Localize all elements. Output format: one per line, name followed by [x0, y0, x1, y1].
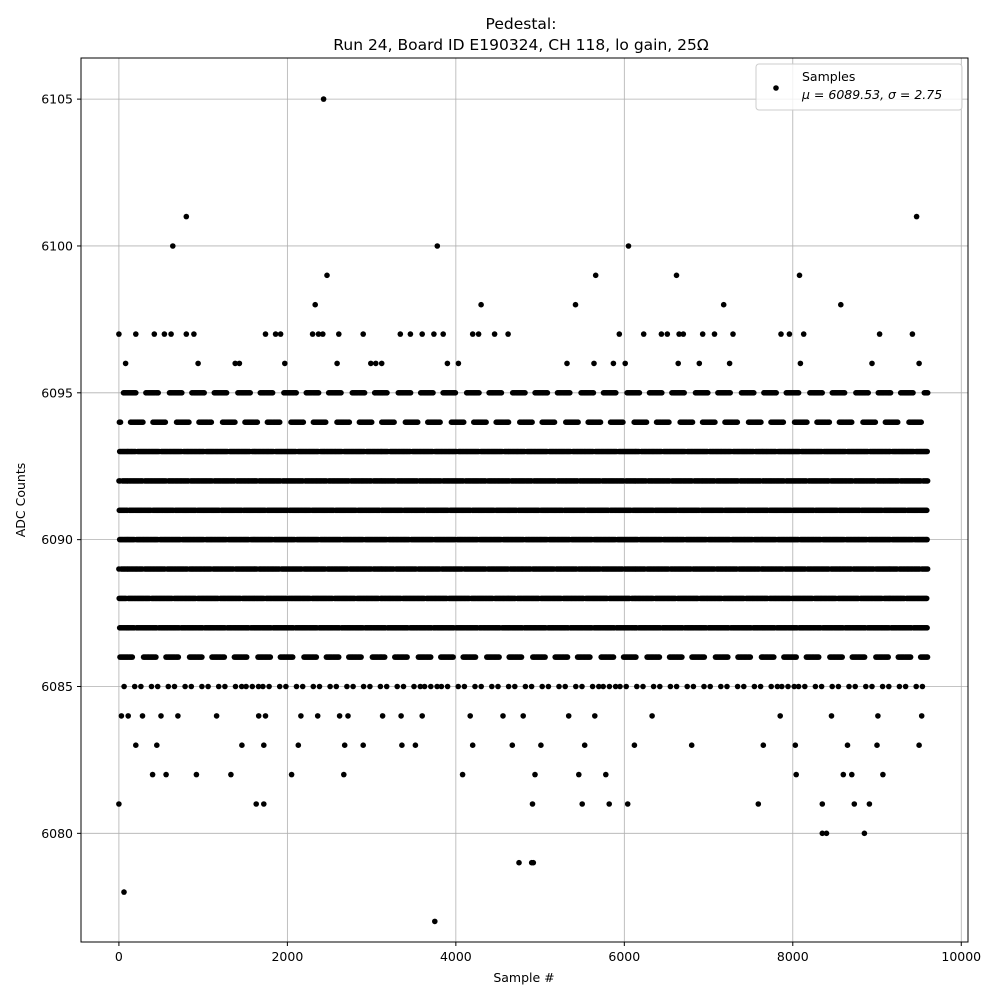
scatter-point: [907, 654, 914, 660]
scatter-point: [496, 654, 502, 660]
scatter-point: [381, 654, 388, 660]
scatter-point: [924, 625, 930, 631]
scatter-point: [633, 654, 639, 660]
scatter-point: [861, 654, 868, 660]
scatter-point: [587, 654, 593, 660]
chart-title-line-2: Run 24, Board ID E190324, CH 118, lo gai…: [333, 36, 709, 54]
scatter-point: [885, 654, 891, 660]
scatter-point: [129, 654, 136, 660]
scatter-point: [679, 654, 685, 660]
scatter-point: [450, 654, 456, 660]
scatter-point: [656, 654, 663, 660]
scatter-point: [542, 654, 548, 660]
scatter-point: [404, 654, 410, 660]
scatter-point: [199, 654, 205, 660]
scatter-point: [815, 654, 822, 660]
scatter-point: [289, 654, 296, 660]
scatter-point: [313, 654, 320, 660]
scatter-point: [923, 595, 930, 602]
scatter-point: [221, 654, 228, 660]
scatter-point: [924, 654, 931, 660]
scatter-point: [472, 654, 479, 660]
scatter-point: [518, 654, 525, 660]
scatter-point: [175, 654, 182, 660]
scatter-point: [358, 654, 364, 660]
scatter-point: [701, 654, 708, 660]
scatter-point: [793, 654, 799, 660]
scatter-point: [924, 566, 931, 572]
scatter-point: [153, 654, 159, 660]
scatter-point: [725, 654, 731, 660]
scatter-point: [839, 654, 845, 660]
scatter-point: [267, 654, 274, 660]
data-points: [116, 96, 931, 925]
chart-title-line-1: Pedestal:: [486, 15, 557, 33]
scatter-point: [924, 478, 931, 484]
scatter-point: [335, 654, 342, 660]
scatter-point: [747, 654, 754, 660]
scatter-point: [427, 654, 434, 660]
scatter-point: [610, 654, 617, 660]
scatter-point: [564, 654, 571, 660]
scatter-point: [924, 536, 930, 543]
scatter-point: [243, 654, 250, 660]
scatter-point: [771, 654, 777, 660]
scatter-point: [924, 507, 930, 514]
